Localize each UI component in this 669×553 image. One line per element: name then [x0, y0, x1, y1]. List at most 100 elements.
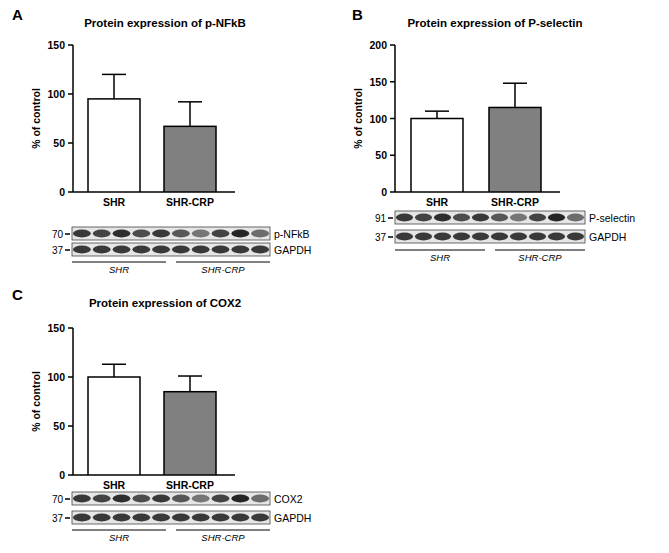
blot-band [231, 495, 249, 503]
y-axis [72, 328, 74, 475]
blot-band [172, 495, 190, 503]
band-label: p-NFkB [274, 228, 310, 240]
blot-band [212, 514, 230, 522]
blot-strip [72, 511, 270, 524]
group-label: SHR [109, 264, 129, 275]
blot-band [434, 214, 451, 222]
y-tick-label: 150 [47, 322, 65, 334]
blot-band [192, 230, 210, 238]
blot-band [192, 495, 210, 503]
error-cap [102, 74, 126, 76]
blot-band [231, 230, 249, 238]
blot-band [113, 495, 131, 503]
error-line [113, 74, 115, 99]
blot-band [172, 514, 190, 522]
blot-band [73, 230, 91, 238]
blot-band [132, 246, 150, 254]
blot-band [113, 514, 131, 522]
blot-band [453, 233, 470, 241]
y-axis [72, 45, 74, 192]
panel-letter: B [352, 6, 363, 23]
mw-marker: 91 [375, 213, 387, 224]
y-tick [68, 142, 73, 144]
blot-band [172, 246, 190, 254]
blot-band [415, 233, 432, 241]
blot-band [192, 246, 210, 254]
y-tick [68, 425, 73, 427]
group-line [495, 250, 585, 251]
error-bar [178, 376, 202, 392]
mw-marker: 37 [52, 513, 64, 524]
blot-band [472, 214, 489, 222]
band-label: GAPDH [274, 244, 311, 256]
blot-band [529, 233, 546, 241]
blot-band [113, 230, 131, 238]
blot-band [212, 246, 230, 254]
group-label: SHR-CRP [201, 264, 245, 275]
bars [88, 364, 216, 475]
group-label: SHR [430, 252, 450, 263]
blot-band [529, 214, 546, 222]
x-tick-label: SHR [103, 196, 126, 208]
mw-dash [65, 249, 70, 251]
y-tick [390, 44, 395, 46]
error-bar [503, 83, 527, 107]
group-line [176, 262, 270, 263]
bar [411, 119, 463, 193]
figure: AProtein expression of p-NFkB% of contro… [0, 0, 669, 553]
mw-dash [388, 217, 393, 219]
blot-band [73, 246, 91, 254]
y-tick [390, 191, 395, 193]
error-bar [102, 74, 126, 99]
y-tick [390, 118, 395, 120]
blot-band [132, 495, 150, 503]
bar [88, 99, 140, 192]
error-line [514, 83, 516, 107]
blot-band [152, 246, 170, 254]
y-tick [390, 155, 395, 157]
blot-band [152, 514, 170, 522]
group-line [395, 250, 485, 251]
error-cap [178, 375, 202, 377]
error-line [189, 376, 191, 392]
blot-band [510, 214, 527, 222]
y-tick-label: 0 [59, 469, 65, 481]
y-tick-label: 200 [369, 39, 387, 51]
error-bar [102, 364, 126, 377]
blot-band [231, 514, 249, 522]
y-tick-label: 50 [53, 137, 65, 149]
blot-band [567, 233, 584, 241]
blot-band [231, 246, 249, 254]
group-line [176, 530, 270, 531]
mw-marker: 70 [52, 229, 64, 240]
y-tick-label: 150 [369, 76, 387, 88]
blot-band [73, 495, 91, 503]
x-tick-label: SHR [103, 479, 126, 491]
mw-dash [388, 236, 393, 238]
mw-dash [65, 498, 70, 500]
title: Protein expression of P-selectin [407, 17, 582, 29]
group-label: SHR [109, 532, 129, 543]
error-line [436, 111, 438, 118]
mw-dash [65, 233, 70, 235]
blot-band [93, 495, 111, 503]
blot-band [396, 214, 413, 222]
y-axis-label: % of control [30, 371, 42, 432]
y-tick-label: 100 [47, 371, 65, 383]
group-line [72, 530, 166, 531]
y-tick [68, 474, 73, 476]
bar [489, 107, 541, 192]
blot-band [152, 495, 170, 503]
y-tick [68, 93, 73, 95]
y-tick [68, 44, 73, 46]
blot-band [192, 514, 210, 522]
blot-band [113, 246, 131, 254]
blot-band [152, 230, 170, 238]
title: Protein expression of COX2 [89, 297, 241, 309]
mw-marker: 70 [52, 494, 64, 505]
mw-dash [65, 517, 70, 519]
error-line [113, 364, 115, 377]
group-label: SHR-CRP [201, 532, 245, 543]
blot-band [93, 514, 111, 522]
blot-band [251, 230, 269, 238]
